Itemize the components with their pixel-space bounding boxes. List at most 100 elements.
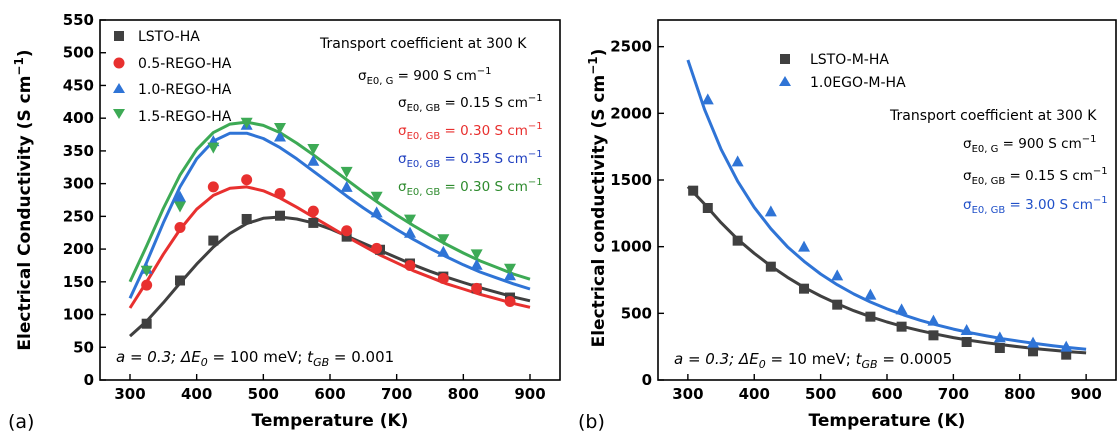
panel-a-point-lsto-ha-4 [275, 210, 285, 221]
panel-a-y-tick-label-0: 0 [84, 371, 94, 389]
panel-a-point-0-5-rego-ha-1 [174, 221, 186, 233]
panel-a-point-1-5-rego-ha-1 [174, 201, 186, 213]
panel-a-y-tick-label-100: 100 [63, 306, 94, 324]
panel-b-label: (b) [578, 411, 605, 433]
legend-marker-lsto-ha [114, 31, 124, 41]
panel-b-point-1-0ego-m-ha-7 [927, 314, 940, 326]
panel-a-annotation-title: Transport coefficient at 300 K [319, 36, 527, 52]
panel-b-annotation-2: σE0, GB = 0.15 S cm−1 [963, 166, 1108, 187]
panel-a-point-1-0-rego-ha-5 [307, 154, 320, 166]
legend-label-1-5-rego-ha: 1.5-REGO-HA [138, 109, 232, 125]
legend-label-lsto-ha: LSTO-HA [138, 29, 200, 45]
panel-b-x-axis-label: Temperature (K) [809, 411, 966, 431]
panel-a-point-0-5-rego-ha-7 [371, 242, 383, 254]
panel-a-point-1-5-rego-ha-6 [340, 166, 353, 178]
panel-a-y-tick-label-400: 400 [63, 109, 94, 127]
panel-a-fit-line-1-5-rego-ha [128, 120, 531, 283]
panel-b-point-1-0ego-m-ha-1 [731, 155, 744, 167]
panel-b-x-tick-label-500: 500 [805, 385, 836, 403]
panel-b-x-tick-label-600: 600 [871, 385, 902, 403]
panel-b-fit-line-lsto-m-ha [686, 185, 1087, 355]
panel-a-y-tick-label-50: 50 [73, 338, 94, 356]
panel-b-annotations: Transport coefficient at 300 K σE0, G = … [889, 108, 1108, 216]
panel-b-point-lsto-m-ha-10 [994, 343, 1005, 353]
panel-a-legend: LSTO-HA 0.5-REGO-HA 1.0-REGO-HA 1.5-REGO… [113, 29, 232, 125]
panel-a-markers [140, 117, 516, 329]
panel-a-y-tick-label-200: 200 [63, 240, 94, 258]
panel-a-x-axis-label: Temperature (K) [252, 411, 409, 431]
panel-a-point-lsto-ha-1 [175, 275, 185, 286]
panel-b-point-1-0ego-m-ha-4 [831, 269, 844, 281]
panel-a-y-tick-label-300: 300 [63, 175, 94, 193]
panel-a-point-1-5-rego-ha-3 [240, 117, 253, 129]
panel-a-fit-line-1-0-rego-ha [128, 131, 531, 299]
panel-b-x-tick-label-400: 400 [739, 385, 770, 403]
panel-b-point-lsto-m-ha-4 [799, 283, 810, 294]
legend-item-1-5-rego-ha: 1.5-REGO-HA [113, 109, 232, 125]
panel-a-point-1-5-rego-ha-4 [274, 123, 286, 134]
legend-item-lsto-ha: LSTO-HA [114, 29, 200, 45]
panel-a-point-0-5-rego-ha-9 [437, 273, 449, 285]
panel-b-y-tick-label-2500: 2500 [610, 38, 652, 56]
panel-a-point-1-5-rego-ha-10 [470, 249, 483, 261]
panel-b-axes: 300 400 500 600 700 800 900 0 500 1000 1500 2000 250… [610, 38, 1102, 403]
panel-a-point-0-5-rego-ha-11 [504, 295, 516, 307]
panel-a-plot-frame [99, 19, 561, 381]
panel-b-fit-line-1-0ego-m-ha [686, 59, 1087, 351]
panel-b-annotation-1: σE0, G = 900 S cm−1 [963, 134, 1097, 155]
panel-b-y-axis-label: Electrical conductivity (S cm−1) [586, 49, 609, 348]
panel-b-x-tick-label-800: 800 [1004, 385, 1035, 403]
panel-b-point-lsto-m-ha-0 [688, 185, 699, 196]
panel-a-point-1-0-rego-ha-7 [370, 206, 383, 218]
panel-a-x-tick-label-800: 800 [448, 385, 479, 403]
panel-a-x-tick-label-700: 700 [381, 385, 412, 403]
panel-a-point-0-5-rego-ha-3 [241, 174, 253, 186]
panel-b-x-tick-label-700: 700 [938, 385, 969, 403]
panel-a-y-tick-label-250: 250 [63, 207, 94, 225]
panel-a-x-tick-label-300: 300 [114, 385, 145, 403]
panel-a-annotation-2: σE0, GB = 0.15 S cm−1 [398, 93, 543, 114]
panel-a-y-tick-label-450: 450 [63, 76, 94, 94]
panel-b-point-1-0ego-m-ha-10 [1027, 336, 1040, 348]
panel-a-point-0-5-rego-ha-10 [471, 282, 483, 294]
panel-b-point-lsto-m-ha-11 [1028, 346, 1039, 357]
panel-a-y-axis-label: Electrical Conductivity (S cm−1) [12, 49, 35, 350]
panel-a-point-0-5-rego-ha-0 [141, 279, 153, 291]
legend-marker-1-0-rego-ha [113, 83, 125, 93]
panel-a-point-0-5-rego-ha-4 [274, 187, 286, 199]
panel-b-plot-frame [657, 19, 1117, 381]
panel-b-y-tick-label-1500: 1500 [610, 171, 652, 189]
panel-b-point-lsto-m-ha-2 [732, 235, 743, 246]
panel-a-y-tick-label-500: 500 [63, 44, 94, 62]
panel-a-y-tick-label-550: 550 [63, 11, 94, 29]
panel-b-point-lsto-m-ha-9 [961, 337, 972, 347]
panel-a-axes: 300 400 500 600 700 800 900 0 50 100 150 200 250 300 3… [63, 11, 546, 403]
panel-a-annotation-5: σE0, GB = 0.30 S cm−1 [398, 177, 543, 198]
panel-a-point-1-5-rego-ha-0 [140, 265, 153, 277]
panel-a-point-1-5-rego-ha-2 [207, 142, 220, 154]
legend-label-lsto-m-ha: LSTO-M-HA [810, 52, 889, 68]
panel-a-annotation-1: σE0, G = 900 S cm−1 [358, 66, 492, 87]
legend-marker-1-0ego-m-ha [779, 76, 791, 86]
panel-a-point-1-5-rego-ha-5 [307, 143, 320, 155]
panel-a-fit-lines [128, 120, 531, 338]
panel-a-footnote: a = 0.3; ΔE0 = 100 meV; tGB = 0.001 [116, 348, 394, 369]
panel-b-point-lsto-m-ha-1 [702, 203, 713, 213]
panel-b-point-lsto-m-ha-8 [928, 330, 939, 341]
panel-b-fit-lines [686, 59, 1087, 355]
panel-a-annotation-3: σE0, GB = 0.30 S cm−1 [398, 121, 543, 142]
chart-panel-b: 300 400 500 600 700 800 900 0 500 1000 1500 2000 250… [578, 19, 1117, 433]
panel-a-x-tick-label-600: 600 [314, 385, 345, 403]
legend-label-1-0-rego-ha: 1.0-REGO-HA [138, 82, 232, 98]
panel-a-point-0-5-rego-ha-2 [207, 181, 219, 193]
panel-a-y-tick-label-150: 150 [63, 273, 94, 291]
panel-a-point-1-0-rego-ha-6 [340, 180, 353, 192]
panel-a-y-tick-label-350: 350 [63, 142, 94, 160]
panel-a-point-0-5-rego-ha-8 [404, 259, 416, 271]
panel-b-point-1-0ego-m-ha-0 [701, 93, 714, 105]
panel-b-annotation-3: σE0, GB = 3.00 S cm−1 [963, 195, 1108, 216]
legend-marker-1-5-rego-ha [113, 109, 125, 119]
panel-b-point-lsto-m-ha-5 [832, 299, 843, 310]
legend-marker-lsto-m-ha [780, 54, 790, 64]
